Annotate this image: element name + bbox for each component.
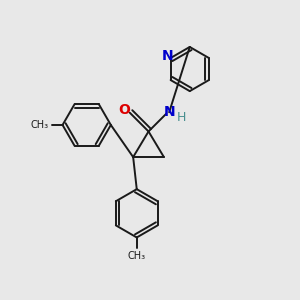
Text: O: O (118, 103, 130, 117)
Text: CH₃: CH₃ (128, 251, 146, 261)
Text: N: N (161, 49, 173, 63)
Text: H: H (177, 111, 186, 124)
Text: N: N (164, 105, 175, 119)
Text: CH₃: CH₃ (31, 120, 49, 130)
